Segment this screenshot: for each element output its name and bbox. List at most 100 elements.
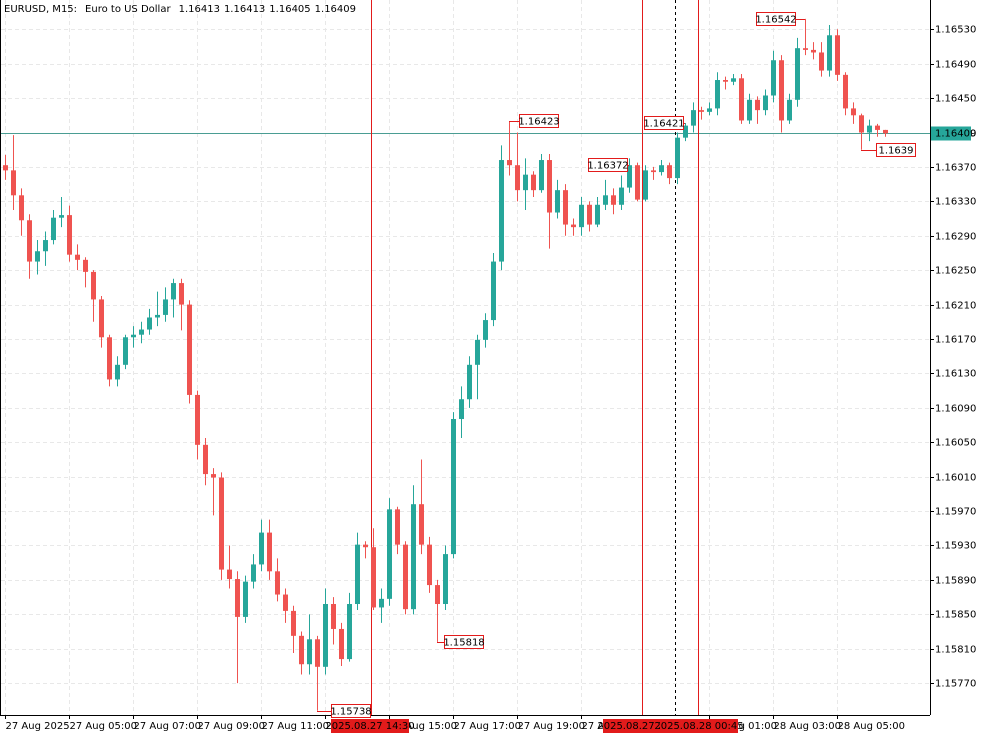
x-tick-label: 28 Aug 03:00 xyxy=(774,721,841,732)
candle-body xyxy=(667,165,672,179)
header-close: 1.16409 xyxy=(315,4,356,15)
candle-body xyxy=(331,604,336,629)
callout-label: 1.16372 xyxy=(587,161,628,172)
candle-body xyxy=(523,174,528,191)
candle-body xyxy=(883,129,888,134)
callout-box xyxy=(519,114,559,128)
x-tick-label: 27 Aug 2025 xyxy=(6,721,70,732)
candle-body xyxy=(387,509,392,599)
candle-body xyxy=(195,394,200,445)
candle-body xyxy=(603,195,608,205)
candle-body xyxy=(483,320,488,340)
y-tick-label: 1.16170 xyxy=(935,335,976,346)
candle-body xyxy=(419,504,424,545)
candle-body xyxy=(139,329,144,335)
candle-body xyxy=(219,477,224,570)
callout-label: 1.16423 xyxy=(518,117,559,128)
candle-body xyxy=(379,598,384,608)
candle-body xyxy=(515,165,520,191)
candle-body xyxy=(91,271,96,300)
callout-box xyxy=(588,158,628,172)
candle-body xyxy=(827,35,832,71)
candle-body xyxy=(427,544,432,586)
candle-body xyxy=(403,544,408,610)
y-tick-label: 1.15850 xyxy=(935,610,976,621)
candle-body xyxy=(811,49,816,53)
candle-body xyxy=(411,504,416,610)
description: Euro to US Dollar xyxy=(85,4,171,15)
candle-body xyxy=(571,224,576,228)
candle-body xyxy=(315,639,320,667)
candle-body xyxy=(779,60,784,121)
candle-body xyxy=(707,108,712,112)
y-tick-label: 1.16210 xyxy=(935,301,976,312)
y-tick-label: 1.16330 xyxy=(935,197,976,208)
candle-body xyxy=(803,48,808,50)
candle-body xyxy=(539,160,544,191)
candle-body xyxy=(163,299,168,315)
candle-body xyxy=(499,160,504,262)
candle-body xyxy=(659,165,664,173)
candle-body xyxy=(795,48,800,100)
chart-header: EURUSD, M15: Euro to US Dollar 1.16413 1.16… xyxy=(4,4,356,15)
callout-label: 1.1639 xyxy=(879,146,914,157)
candle-body xyxy=(355,544,360,605)
candle-body xyxy=(155,314,160,318)
candle-body xyxy=(3,165,8,171)
candle-body xyxy=(307,639,312,665)
callout-box xyxy=(876,143,916,157)
candle-body xyxy=(611,195,616,205)
candle-body xyxy=(347,604,352,660)
candle-body xyxy=(635,165,640,200)
candle-body xyxy=(131,334,136,338)
candle-body xyxy=(675,137,680,179)
candle-body xyxy=(299,635,304,665)
candle-body xyxy=(323,604,328,667)
candle-body xyxy=(259,532,264,565)
marker-tag xyxy=(331,719,409,733)
candle-body xyxy=(771,60,776,96)
candle-body xyxy=(179,283,184,305)
candle-body xyxy=(819,52,824,71)
candle-body xyxy=(243,581,248,617)
candle-body xyxy=(731,78,736,82)
x-tick-label: 28 Aug 05:00 xyxy=(838,721,905,732)
x-tick-label: 27 Aug 09:00 xyxy=(198,721,265,732)
candle-body xyxy=(531,174,536,191)
y-tick-label: 1.16370 xyxy=(935,163,976,174)
candle-body xyxy=(851,108,856,116)
candle-body xyxy=(683,125,688,138)
y-tick-label: 1.16250 xyxy=(935,266,976,277)
callout-box xyxy=(331,704,371,718)
candle-body xyxy=(755,99,760,111)
candle-body xyxy=(203,444,208,475)
candle-body xyxy=(371,547,376,608)
candle-body xyxy=(27,220,32,262)
symbol: EURUSD, M15: xyxy=(4,4,77,15)
candle-body xyxy=(291,610,296,636)
candle-body xyxy=(171,283,176,300)
candle-body xyxy=(51,217,56,241)
y-tick-label: 1.15970 xyxy=(935,507,976,518)
candle-body xyxy=(763,95,768,111)
candle-body xyxy=(867,125,872,133)
callout-box xyxy=(644,116,684,130)
x-tick-label: 27 Aug 07:00 xyxy=(134,721,201,732)
candle-body xyxy=(587,204,592,225)
candle-body xyxy=(187,304,192,395)
candle-body xyxy=(67,215,72,255)
header-low: 1.16405 xyxy=(269,4,310,15)
x-tick-label: 27 Aug 11:00 xyxy=(262,721,329,732)
candle-body xyxy=(547,160,552,213)
header-high: 1.16413 xyxy=(224,4,265,15)
callout-box xyxy=(756,12,796,26)
candle-body xyxy=(627,165,632,188)
candle-body xyxy=(75,254,80,260)
candle-body xyxy=(11,170,16,196)
x-tick-label: 27 Aug 17:00 xyxy=(454,721,521,732)
candle-body xyxy=(19,195,24,221)
candle-body xyxy=(267,532,272,572)
candle-body xyxy=(251,564,256,582)
